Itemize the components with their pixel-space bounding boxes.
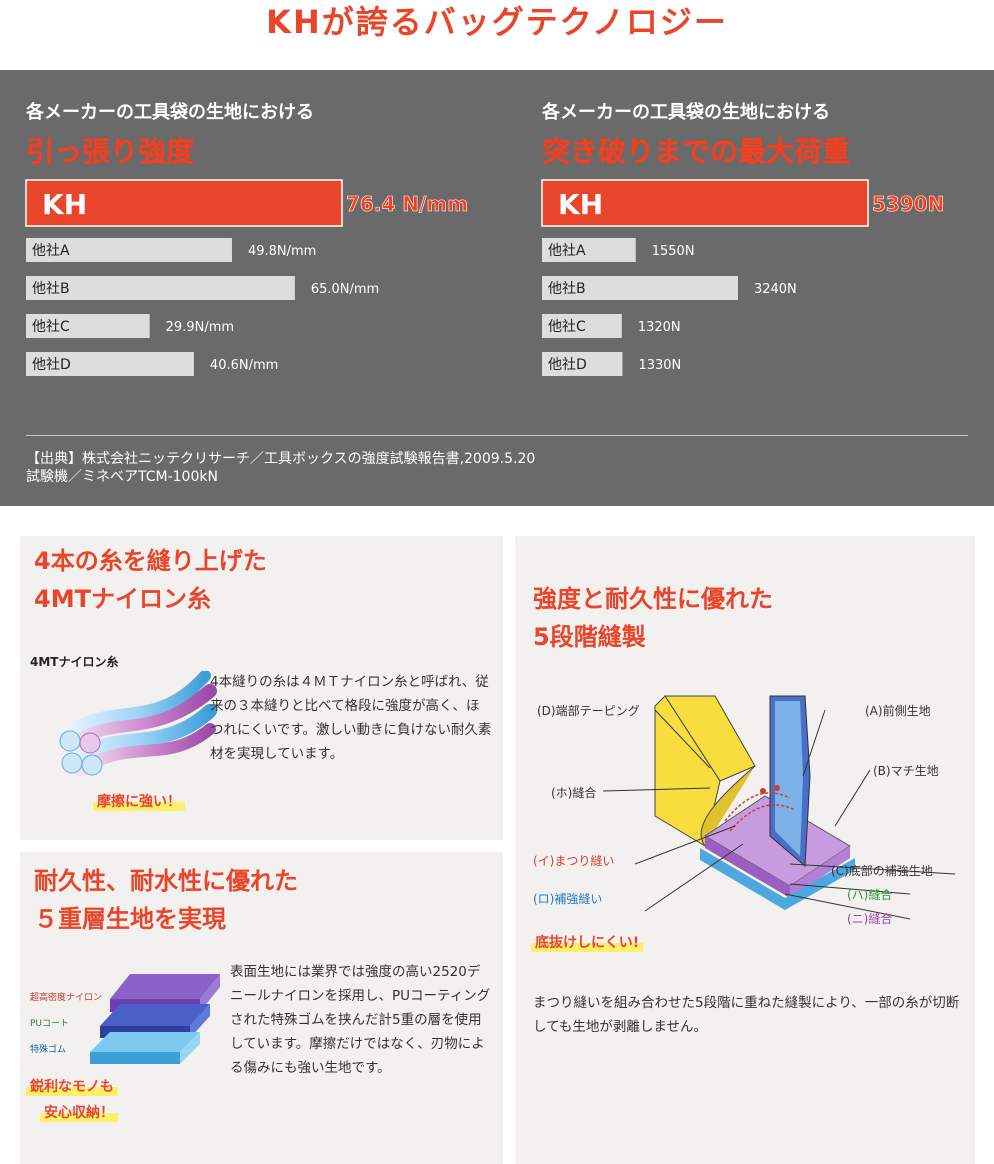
layer-card-title: 耐久性、耐水性に優れた ５重層生地を実現 — [34, 867, 298, 933]
layer-card: 耐久性、耐水性に優れた ５重層生地を実現 超高密度ナイロン PUコート 特殊ゴム… — [20, 852, 503, 1164]
label-ni: (ニ)縫合 — [847, 912, 893, 926]
thread-figure-label: 4MTナイロン糸 — [30, 655, 119, 669]
label-ha: (ハ)縫合 — [847, 888, 893, 902]
tensile-bar-2 — [26, 276, 295, 300]
puncture-bar-2 — [542, 276, 738, 300]
puncture-value-label-2: 3240N — [754, 282, 797, 297]
puncture-value-label-1: 1550N — [652, 244, 695, 259]
tensile-bar-4 — [26, 352, 194, 376]
tensile-category-4: 他社D — [32, 357, 71, 373]
layer-label-pu: PUコート — [30, 1019, 70, 1029]
puncture-chart-svg: KH 5390N 他社A 1550N 他社B 3240N 他社C 1320N 他社D 1330N — [541, 179, 945, 376]
layer-highlight-2: 安心収納！ — [40, 1102, 118, 1122]
label-c: (C)底部の補強生地 — [831, 864, 933, 878]
chart-subtitle: 各メーカーの工具袋の生地における — [542, 102, 830, 123]
nylon-thread-icon — [59, 671, 217, 777]
puncture-category-0: KH — [558, 188, 603, 221]
puncture-category-1: 他社A — [548, 243, 586, 259]
puncture-category-4: 他社D — [548, 357, 587, 373]
stitch-card: 強度と耐久性に優れた 5段階縫製 (D)端部テーピング (A)前側生地 (ホ)縫… — [515, 536, 975, 1164]
puncture-category-3: 他社C — [548, 319, 586, 335]
chart-panel: 各メーカーの工具袋の生地における 引っ張り強度 KH 76.4 N/mm 他社A 49… — [0, 70, 994, 506]
puncture-bar-1 — [542, 238, 636, 262]
layer-card-text: 表面生地には業界では強度の高い2520デニールナイロンを採用し、PUコーティング… — [230, 964, 491, 1076]
puncture-category-2: 他社B — [548, 281, 586, 297]
layer-label-rubber: 特殊ゴム — [30, 1045, 67, 1055]
puncture-value-label-3: 1320N — [638, 320, 681, 335]
source-line-2: 試験機／ミネベアTCM-100kN — [26, 469, 218, 485]
stitch-highlight: 底抜けしにくい! — [531, 932, 644, 952]
thread-card: 4本の糸を縫り上げた 4MTナイロン糸 4MTナイロン糸 4本縫りの糸は４ＭＴナ… — [20, 536, 503, 840]
tensile-category-3: 他社C — [32, 319, 70, 335]
tensile-value-label-3: 29.9N/mm — [166, 320, 234, 335]
divider — [26, 435, 968, 436]
thread-card-title: 4本の糸を縫り上げた 4MTナイロン糸 — [34, 547, 267, 613]
puncture-value-label-4: 1330N — [638, 358, 681, 373]
label-ho: (ホ)縫合 — [551, 786, 597, 800]
page-title: KHが誇るバッグテクノロジー — [266, 3, 728, 41]
label-i: (イ)まつり縫い — [533, 854, 615, 868]
tensile-value-label-0: 76.4 N/mm — [346, 192, 468, 216]
thread-card-text: 4本縫りの糸は４ＭＴナイロン糸と呼ばれ、従来の３本縫りと比べて格段に強度が高く、… — [210, 674, 492, 762]
layer-label-nylon: 超高密度ナイロン — [30, 993, 103, 1003]
tensile-category-0: KH — [42, 188, 87, 221]
label-a: (A)前側生地 — [865, 704, 931, 718]
tensile-chart-svg: KH 76.4 N/mm 他社A 49.8N/mm 他社B 65.0N/mm 他社C 29.9… — [25, 179, 468, 376]
stitch-card-title: 強度と耐久性に優れた 5段階縫製 — [533, 585, 773, 651]
tensile-chart: 各メーカーの工具袋の生地における 引っ張り強度 KH 76.4 N/mm 他社A 49… — [25, 70, 496, 410]
source-line-1: 【出典】株式会社ニッテクリサーチ／工具ボックスの強度試験報告書,2009.5.2… — [26, 451, 536, 467]
label-d: (D)端部テーピング — [537, 704, 640, 718]
label-b: (B)マチ生地 — [873, 764, 939, 778]
puncture-bar-3 — [542, 314, 622, 338]
puncture-chart: 各メーカーの工具袋の生地における 突き破りまでの最大荷重 KH 5390N 他社A 1… — [541, 70, 994, 410]
stitch-diagram-icon — [602, 695, 956, 920]
tensile-value-label-4: 40.6N/mm — [210, 358, 278, 373]
label-ro: (ロ)補強縫い — [533, 892, 603, 906]
tensile-category-1: 他社A — [32, 243, 70, 259]
tensile-bar-3 — [26, 314, 150, 338]
tensile-category-2: 他社B — [32, 281, 70, 297]
layer-highlight-1: 鋭利なモノも — [26, 1076, 118, 1096]
puncture-bar-4 — [542, 352, 623, 376]
puncture-value-label-0: 5390N — [872, 192, 944, 216]
stitch-card-text: まつり縫いを組み合わせた5段階に重ねた縫製により、一部の糸が切断しても生地が剥離… — [533, 995, 960, 1035]
tensile-bar-0 — [25, 179, 343, 227]
tensile-bar-1 — [26, 238, 232, 262]
puncture-bar-0 — [541, 179, 869, 227]
tensile-value-label-1: 49.8N/mm — [248, 244, 316, 259]
chart-title: 引っ張り強度 — [26, 135, 195, 168]
source-text: 【出典】株式会社ニッテクリサーチ／工具ボックスの強度試験報告書,2009.5.2… — [26, 450, 535, 486]
tensile-value-label-2: 65.0N/mm — [311, 282, 379, 297]
fabric-layers-icon — [90, 974, 220, 1064]
chart-title: 突き破りまでの最大荷重 — [542, 135, 851, 168]
chart-subtitle: 各メーカーの工具袋の生地における — [26, 102, 314, 123]
thread-highlight: 摩擦に強い！ — [93, 791, 185, 811]
